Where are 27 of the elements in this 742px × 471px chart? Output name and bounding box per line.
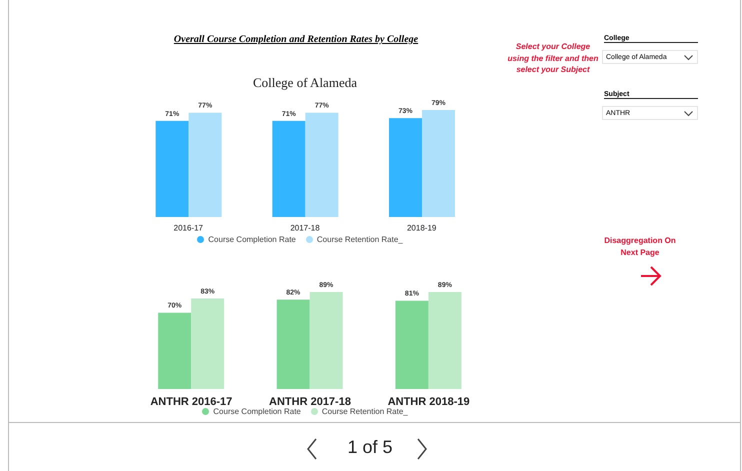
legend-label: Course Retention Rate_ bbox=[316, 235, 403, 244]
bar bbox=[188, 112, 222, 217]
bar bbox=[276, 300, 310, 389]
legend-label: Course Retention Rate_ bbox=[322, 407, 408, 416]
bar bbox=[389, 118, 422, 217]
chart-subtitle: College of Alameda bbox=[252, 75, 358, 91]
x-tick-label: ANTHR 2018-19 bbox=[388, 396, 470, 408]
bar bbox=[395, 300, 428, 389]
chart-title: Overall Course Completion and Retention Rates by College bbox=[172, 34, 420, 45]
bar bbox=[191, 298, 224, 389]
text: Select your College using the filter and then select your Subject bbox=[506, 41, 600, 76]
legend-label: Course Completion Rate bbox=[213, 407, 301, 416]
x-tick-label: 2017-18 bbox=[290, 224, 320, 233]
x-tick-label: ANTHR 2016-17 bbox=[150, 396, 232, 408]
x-tick-label: 2016-17 bbox=[174, 224, 204, 233]
x-tick-label: ANTHR 2017-18 bbox=[269, 396, 351, 408]
legend-label: Course Completion Rate bbox=[208, 235, 296, 244]
text: 1 of 5 bbox=[346, 437, 394, 458]
x-tick-label: 2018-19 bbox=[406, 224, 437, 233]
bar bbox=[272, 120, 306, 217]
bar bbox=[428, 292, 462, 389]
bar bbox=[310, 292, 343, 389]
bar bbox=[305, 112, 338, 217]
text: Disaggregation On Next Page bbox=[603, 235, 677, 259]
bar bbox=[422, 110, 455, 217]
bar bbox=[158, 312, 192, 389]
bar bbox=[156, 120, 189, 217]
